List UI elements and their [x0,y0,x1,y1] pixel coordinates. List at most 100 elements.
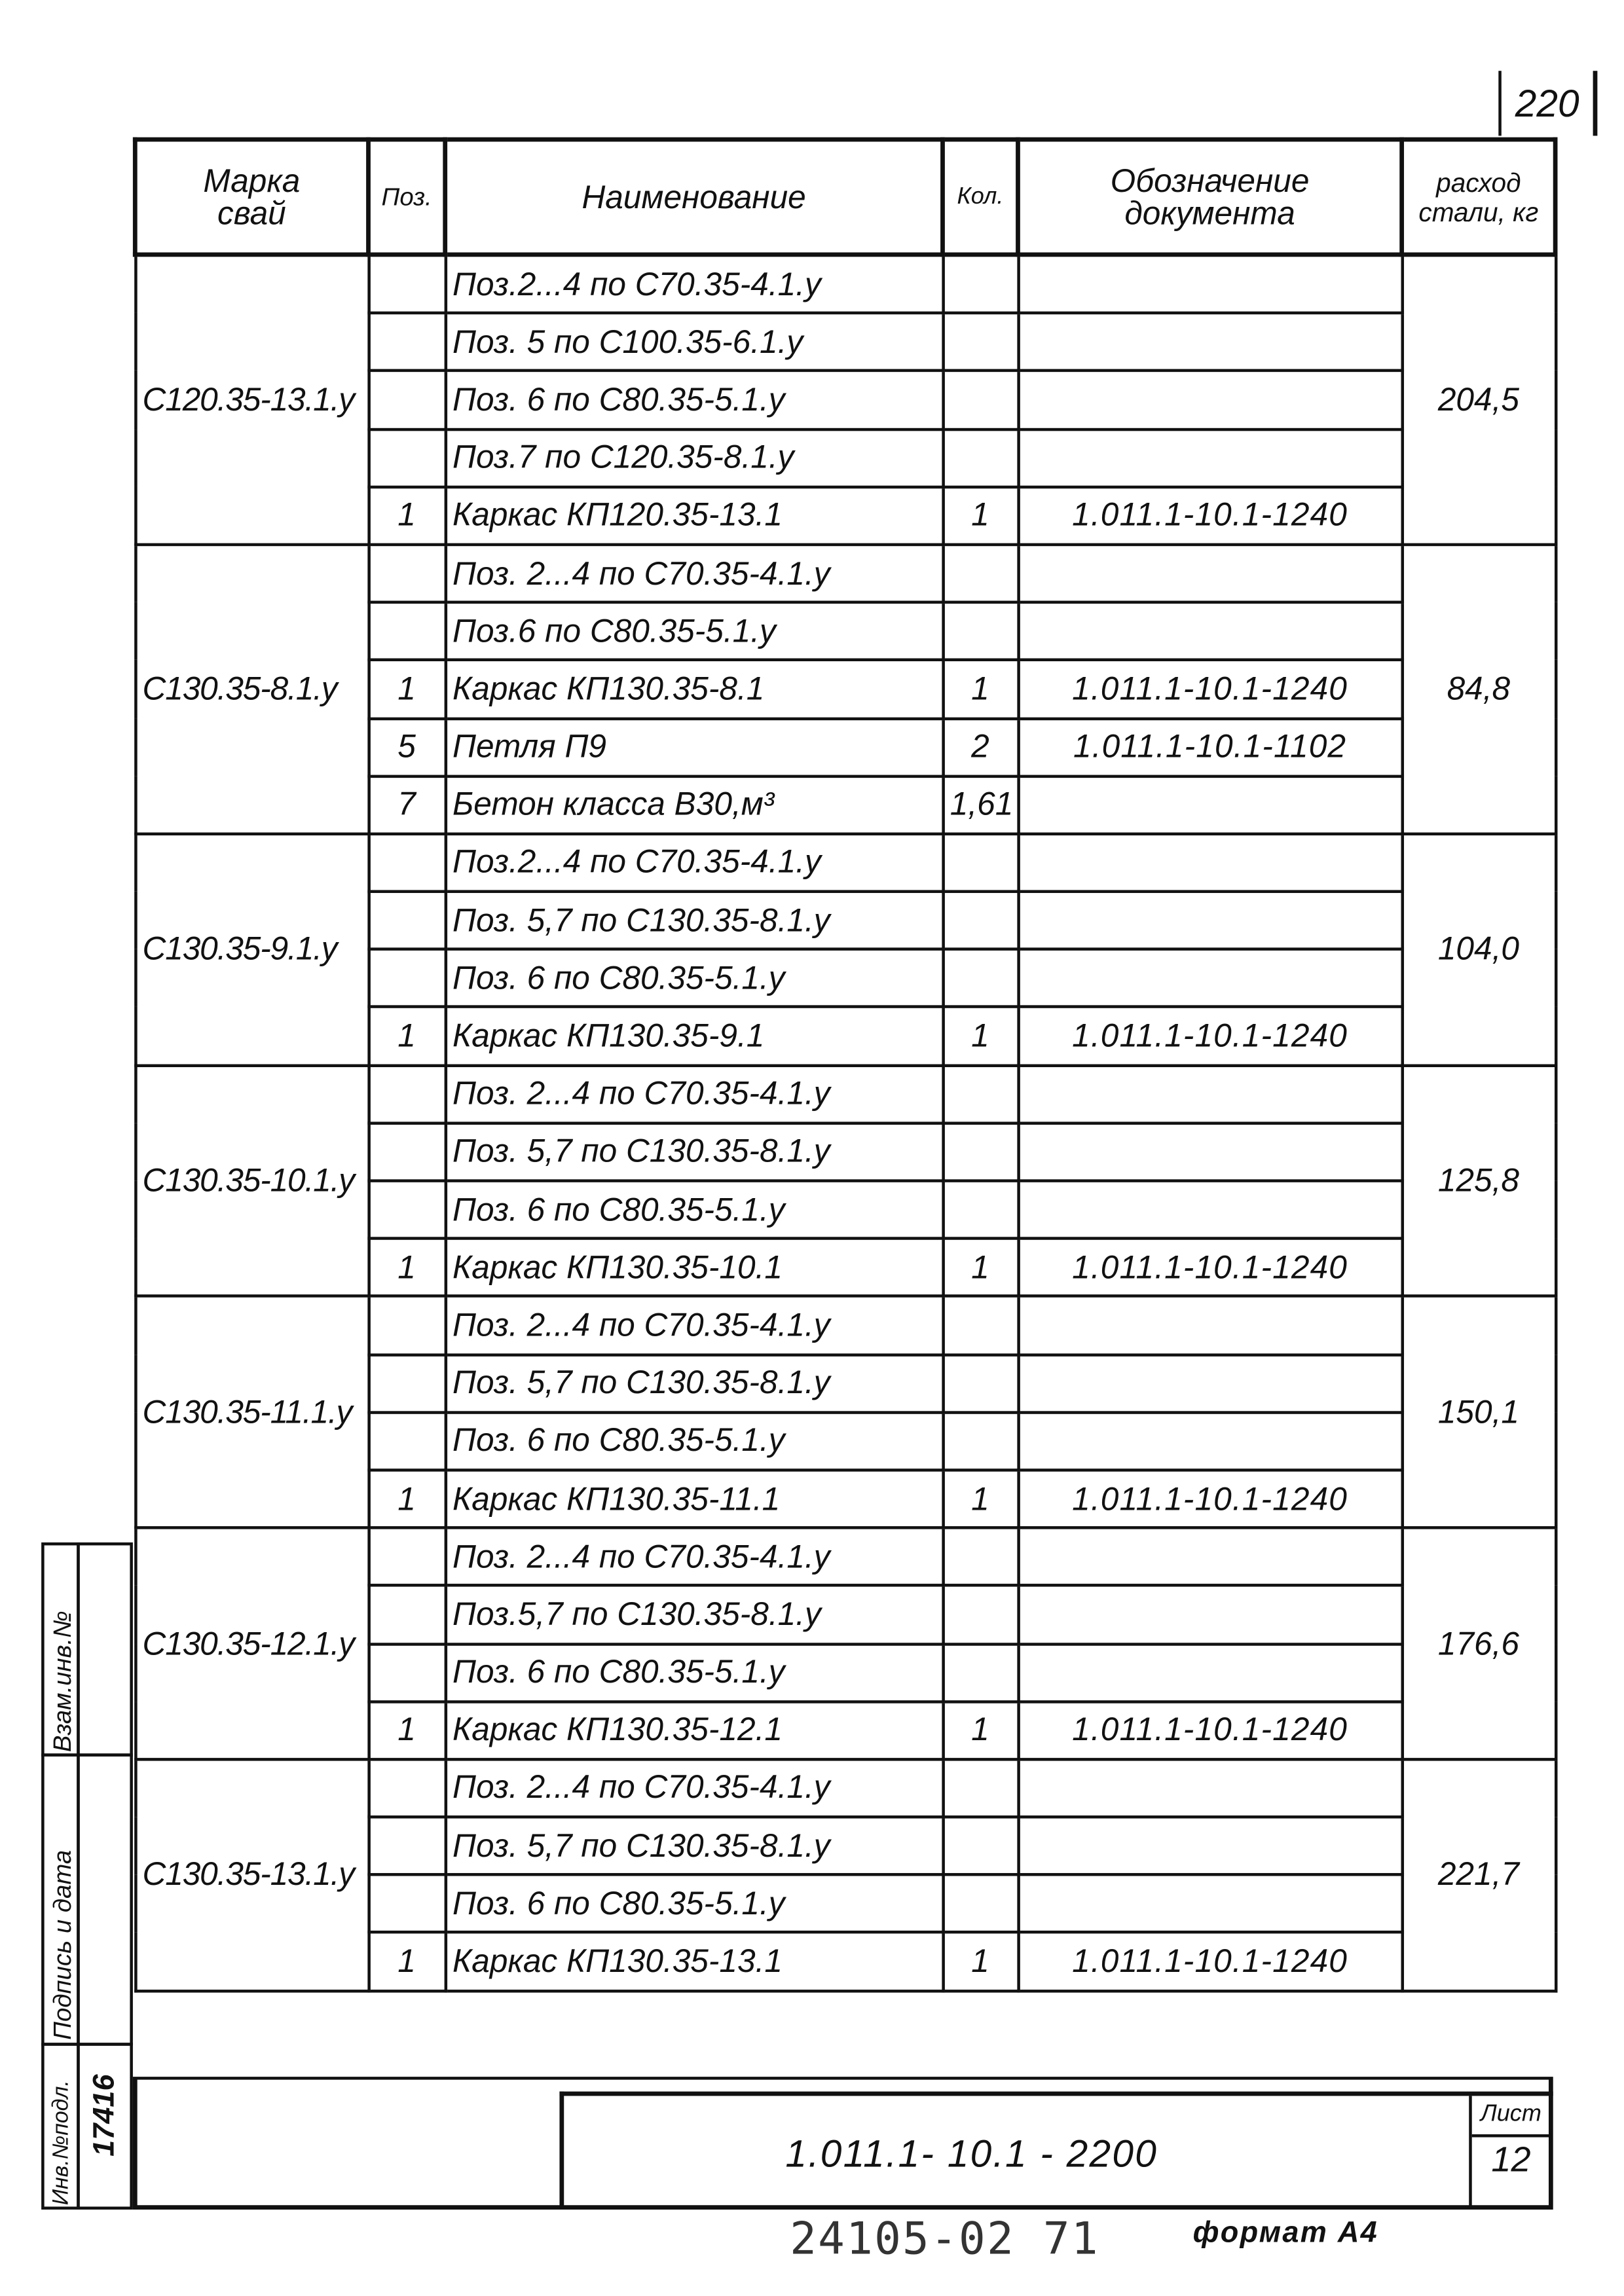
table-row: Поз. 5,7 по С130.35-8.1.у [135,890,1555,951]
name-cell: Поз. 2...4 по С70.35-4.1.у [443,543,944,604]
header-pos: Поз. [366,137,448,257]
table-row: Поз. 5,7 по С130.35-8.1.у [135,1815,1555,1877]
sheet-number: 12 [1491,2140,1531,2180]
document-cell [1016,1353,1403,1414]
name-cell: Каркас КП130.35-10.1 [443,1237,944,1298]
quantity-cell [941,947,1020,1009]
table-row: Поз. 6 по С80.35-5.1.у [135,369,1555,431]
name-cell: Поз.2...4 по С70.35-4.1.у [443,832,944,894]
name-cell: Каркас КП120.35-13.1 [443,485,944,547]
side-orig-inv-value: 17416 [88,2074,121,2157]
table-row: Поз. 5,7 по С130.35-8.1.у [135,1121,1555,1182]
position-cell [367,1815,447,1877]
steel-consumption: 150,1 [1400,1295,1557,1529]
position-cell: 1 [367,485,447,547]
quantity-cell [941,427,1020,488]
steel-consumption: 176,6 [1400,1526,1557,1761]
pile-mark: С120.35-13.1.у [134,253,370,547]
side-replace-inv-label: Взам.инв.№ [48,1611,77,1753]
header-doc: Обозначение документа [1016,137,1405,257]
table-row: 1 Каркас КП130.35-9.1 1 1.011.1-10.1-1240 [135,1006,1555,1067]
quantity-cell [941,600,1020,662]
table-row: С130.35-13.1.у Поз. 2...4 по С70.35-4.1.у… [134,1757,1557,1992]
position-cell [367,312,447,373]
quantity-cell [941,1873,1020,1935]
header-name: Наименование [443,137,945,257]
sheet-cell: Лист 12 [1469,2096,1553,2208]
pile-mark: С130.35-12.1.у [134,1526,370,1761]
position-cell [367,253,447,315]
document-cell: 1.011.1-10.1-1240 [1016,1237,1403,1298]
pile-mark: С130.35-13.1.у [134,1757,370,1992]
side-sign-date-label-cell: Подпись и дата [41,1753,80,2046]
side-orig-inv-label-cell: Инв.№подл. [41,2043,80,2210]
position-cell [367,1642,447,1703]
position-cell [367,1353,447,1414]
position-cell: 1 [367,1931,447,1992]
steel-consumption: 125,8 [1400,1063,1557,1298]
table-row: Поз.7 по С120.35-8.1.у [135,427,1555,488]
position-cell [367,543,447,604]
table-row: С130.35-12.1.у Поз. 2...4 по С70.35-4.1.у… [134,1526,1557,1761]
name-cell: Каркас КП130.35-9.1 [443,1006,944,1067]
name-cell: Поз. 6 по С80.35-5.1.у [443,369,944,431]
document-cell [1016,1410,1403,1472]
title-block-main: 1.011.1- 10.1 - 2200 Лист 12 [559,2091,1553,2208]
name-cell: Поз. 6 по С80.35-5.1.у [443,1873,944,1935]
position-cell [367,1179,447,1241]
quantity-cell: 1 [941,659,1020,720]
header-mark: Марка свай [132,137,371,257]
table-row: Поз. 6 по С80.35-5.1.у [135,1179,1555,1241]
name-cell: Поз. 5,7 по С130.35-8.1.у [443,890,944,951]
side-replace-inv-label-cell: Взам.инв.№ [41,1542,80,1757]
position-cell [367,1757,447,1819]
document-cell [1016,1295,1403,1356]
quantity-cell: 1 [941,1931,1020,1992]
table-row: 1 Каркас КП130.35-8.1 1 1.011.1-10.1-1240 [135,659,1555,720]
name-cell: Каркас КП130.35-13.1 [443,1931,944,1992]
table-row: Поз. 6 по С80.35-5.1.у [135,947,1555,1009]
quantity-cell [941,1353,1020,1414]
name-cell: Каркас КП130.35-8.1 [443,659,944,720]
table-row: Поз. 6 по С80.35-5.1.у [135,1873,1555,1935]
document-cell [1016,543,1403,604]
position-cell [367,1121,447,1182]
document-cell [1016,312,1403,373]
quantity-cell [941,832,1020,894]
name-cell: Поз. 5,7 по С130.35-8.1.у [443,1815,944,1877]
quantity-cell: 1 [941,1700,1020,1761]
pile-mark: С130.35-9.1.у [134,832,370,1067]
quantity-cell [941,1295,1020,1356]
document-cell [1016,1063,1403,1125]
position-cell [367,1873,447,1935]
header-steel: расход стали, кг [1399,137,1558,257]
quantity-cell: 1 [941,1237,1020,1298]
quantity-cell: 1,61 [941,774,1020,835]
name-cell: Поз. 2...4 по С70.35-4.1.у [443,1063,944,1125]
position-cell: 7 [367,774,447,835]
table-row: 1 Каркас КП130.35-10.1 1 1.011.1-10.1-1240 [135,1237,1555,1298]
position-cell: 1 [367,1468,447,1529]
table-row: Поз.5,7 по С130.35-8.1.у [135,1584,1555,1645]
document-cell [1016,427,1403,488]
position-cell: 5 [367,716,447,778]
archive-code: 24105-02 71 [790,2214,1099,2266]
quantity-cell [941,1410,1020,1472]
steel-consumption: 104,0 [1400,832,1557,1067]
document-cell [1016,1179,1403,1241]
position-cell: 1 [367,1700,447,1761]
document-cell: 1.011.1-10.1-1240 [1016,659,1403,720]
position-cell [367,600,447,662]
quantity-cell [941,1179,1020,1241]
quantity-cell [941,1121,1020,1182]
quantity-cell: 1 [941,485,1020,547]
name-cell: Поз.7 по С120.35-8.1.у [443,427,944,488]
position-cell [367,1295,447,1356]
specification-table: Марка свай Поз. Наименование Кол. Обозна… [132,137,1558,1992]
name-cell: Поз. 6 по С80.35-5.1.у [443,1179,944,1241]
position-cell [367,1063,447,1125]
table-row: С130.35-11.1.у Поз. 2...4 по С70.35-4.1.у… [134,1295,1557,1529]
quantity-cell [941,1642,1020,1703]
side-orig-inv-label: Инв.№подл. [48,2080,74,2206]
document-cell [1016,253,1403,315]
